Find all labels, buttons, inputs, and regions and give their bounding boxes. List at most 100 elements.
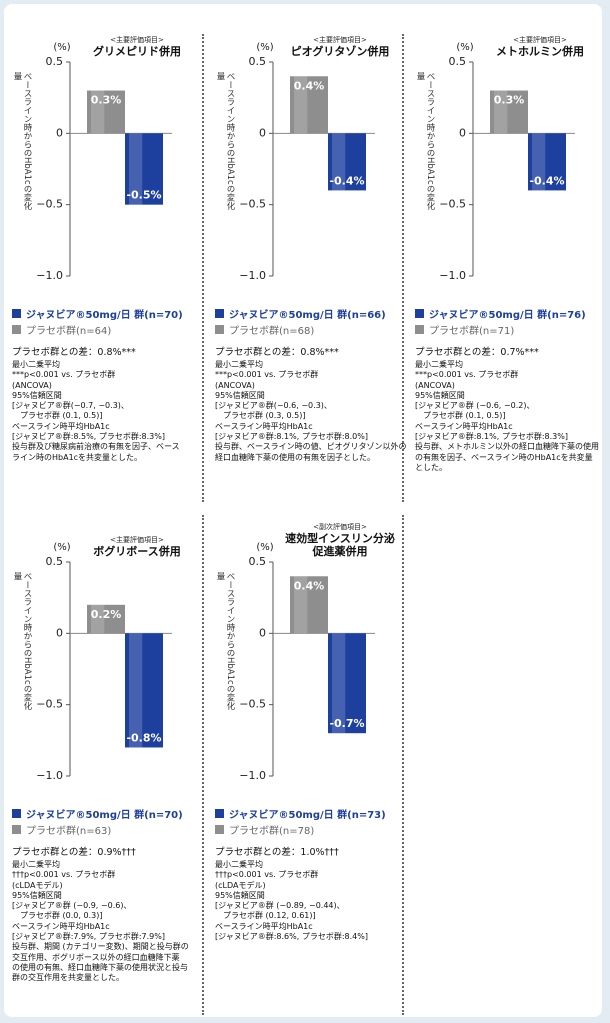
value-label: -0.4% bbox=[329, 174, 364, 187]
chart-cell: <主要評価項目> ボグリボース併用 (%) 0.5 0 −0.5 −1.0 -0.8% 0.2%… bbox=[0, 500, 200, 1000]
note-line: (ANCOVA) bbox=[12, 380, 52, 390]
legend-item: ジャヌビア®50mg/日 群(n=70) bbox=[12, 306, 183, 321]
note-line: 経口血糖降下薬の使用の有無を因子とした。 bbox=[215, 452, 375, 462]
note-line: 95%信頼区間 bbox=[12, 390, 62, 400]
value-label: 0.3% bbox=[494, 94, 525, 107]
chart-cell: <副次評価項目> 速効型インスリン分泌促進薬併用 (%) 0.5 0 −0.5 −1.0 -0… bbox=[203, 500, 403, 1000]
y-axis-label: ベースライン時からのHbA1cの変化量 bbox=[12, 572, 32, 711]
bar bbox=[87, 604, 125, 634]
y-unit: (%) bbox=[53, 42, 70, 53]
bar bbox=[328, 633, 366, 734]
difference: プラセボ群との差：0.8%*** bbox=[215, 347, 339, 358]
bar-shine bbox=[332, 133, 346, 191]
chart-subtitle: <主要評価項目> bbox=[110, 536, 164, 544]
note-line: 95%信頼区間 bbox=[12, 890, 62, 900]
chart-cell: <主要評価項目> ピオグリタゾン併用 (%) 0.5 0 −0.5 −1.0 -0.4% 0.4… bbox=[203, 0, 407, 500]
legend-label: プラセボ群(n=78) bbox=[229, 826, 315, 837]
note-line: 最小二乗平均 bbox=[215, 860, 263, 869]
note-line: [ジャヌビア®群:8.5%, プラセボ群:8.3%] bbox=[12, 432, 165, 442]
y-tick-label: −0.5 bbox=[439, 198, 466, 211]
legend-label: ジャヌビア®50mg/日 群(n=66) bbox=[229, 310, 386, 321]
note-line: プラセボ群 (0.12, 0.61)] bbox=[215, 911, 316, 921]
note-line: ***p<0.001 vs. プラセボ群 bbox=[215, 370, 319, 380]
note-line: ベースライン時平均HbA1c bbox=[215, 421, 313, 431]
legend-label: ジャヌビア®50mg/日 群(n=76) bbox=[429, 310, 586, 321]
chart-cell: <主要評価項目> グリメピリド併用 (%) 0.5 0 −0.5 −1.0 -0.5% 0.3%… bbox=[0, 0, 200, 500]
bar-shine bbox=[294, 76, 308, 134]
note-line: 95%信頼区間 bbox=[215, 890, 265, 900]
bar-shine bbox=[494, 90, 508, 134]
note-line: †††p<0.001 vs. プラセボ群 bbox=[215, 870, 319, 880]
difference: プラセボ群との差：0.7%*** bbox=[415, 347, 539, 358]
note-line: 95%信頼区間 bbox=[415, 390, 465, 400]
note-line: 投与群、メトホルミン以外の経口血糖降下薬の使用 bbox=[415, 442, 599, 452]
legend-swatch bbox=[12, 309, 21, 318]
note-line: 投与群、ベースライン時の値、ピオグリタゾン以外の bbox=[215, 442, 407, 452]
bar bbox=[125, 633, 163, 748]
value-label: -0.4% bbox=[529, 174, 564, 187]
bar-shine bbox=[91, 90, 105, 134]
legend-item: ジャヌビア®50mg/日 群(n=76) bbox=[415, 306, 586, 321]
legend-item: ジャヌビア®50mg/日 群(n=70) bbox=[12, 806, 183, 821]
note-line: [ジャヌビア®群:7.9%, プラセボ群:7.9%] bbox=[12, 932, 165, 942]
y-tick-label: −1.0 bbox=[239, 269, 266, 282]
y-axis-label: ベースライン時からのHbA1cの変化量 bbox=[12, 72, 32, 211]
legend-label: プラセボ群(n=68) bbox=[229, 326, 315, 337]
value-label: 0.2% bbox=[91, 608, 122, 621]
value-label: -0.5% bbox=[126, 189, 161, 202]
chart-title: メトホルミン併用 bbox=[496, 45, 584, 58]
value-label: 0.4% bbox=[294, 579, 325, 592]
chart-title: 速効型インスリン分泌促進薬併用 bbox=[285, 532, 395, 558]
separator bbox=[402, 34, 404, 502]
y-tick-label: −1.0 bbox=[239, 769, 266, 782]
bar bbox=[490, 90, 528, 134]
bar-shine bbox=[129, 133, 143, 205]
chart-header: <主要評価項目> ピオグリタゾン併用 bbox=[281, 18, 399, 58]
legend-item: ジャヌビア®50mg/日 群(n=66) bbox=[215, 306, 386, 321]
chart-header: <主要評価項目> ボグリボース併用 bbox=[78, 518, 196, 558]
notes: 最小二乗平均 †††p<0.001 vs. プラセボ群 (cLDAモデル) 95%信頼… bbox=[12, 860, 189, 984]
separator bbox=[402, 515, 404, 1015]
y-unit: (%) bbox=[256, 42, 273, 53]
note-line: の有無を因子、ベースライン時のHbA1cを共変量 bbox=[415, 452, 593, 462]
note-line: 最小二乗平均 bbox=[12, 860, 60, 869]
note-line: ライン時のHbA1cを共変量とした。 bbox=[12, 452, 143, 462]
note-line: 95%信頼区間 bbox=[215, 390, 265, 400]
note-line: ***p<0.001 vs. プラセボ群 bbox=[12, 370, 116, 380]
note-line: 投与群及び糖尿病前治療の有無を因子、ベース bbox=[12, 442, 180, 452]
legend-swatch bbox=[215, 825, 224, 834]
legend-item: プラセボ群(n=78) bbox=[215, 822, 314, 837]
legend-swatch bbox=[215, 809, 224, 818]
note-line: 最小二乗平均 bbox=[12, 360, 60, 369]
note-line: とした。 bbox=[415, 462, 447, 472]
legend-swatch bbox=[415, 309, 424, 318]
difference: プラセボ群との差：0.9%††† bbox=[12, 847, 136, 858]
separator bbox=[202, 515, 204, 1015]
bar bbox=[290, 76, 328, 134]
note-line: [ジャヌビア®群:8.6%, プラセボ群:8.4%] bbox=[215, 932, 368, 942]
y-tick-label: −1.0 bbox=[439, 269, 466, 282]
difference: プラセボ群との差：1.0%††† bbox=[215, 847, 339, 858]
note-line: ***p<0.001 vs. プラセボ群 bbox=[415, 370, 519, 380]
y-tick-label: −0.5 bbox=[36, 698, 63, 711]
note-line: プラセボ群 (0.1, 0.5)] bbox=[12, 411, 103, 421]
notes: 最小二乗平均 ***p<0.001 vs. プラセボ群 (ANCOVA) 95%信頼区… bbox=[12, 360, 180, 463]
note-line: (ANCOVA) bbox=[215, 380, 255, 390]
note-line: プラセボ群 (0.1, 0.5)] bbox=[415, 411, 506, 421]
y-tick-label: 0.5 bbox=[46, 55, 64, 68]
note-line: [ジャヌビア®群 (−0.9, −0.6)、 bbox=[12, 901, 132, 911]
y-tick-label: −1.0 bbox=[36, 269, 63, 282]
note-line: [ジャヌビア®群(−0.6, −0.3)、 bbox=[215, 401, 332, 411]
note-line: †††p<0.001 vs. プラセボ群 bbox=[12, 870, 116, 880]
note-line: の使用の有無、経口血糖降下薬の使用状況と投与 bbox=[12, 962, 188, 972]
y-tick-label: −0.5 bbox=[36, 198, 63, 211]
legend-item: ジャヌビア®50mg/日 群(n=73) bbox=[215, 806, 386, 821]
chart-header: <主要評価項目> グリメピリド併用 bbox=[78, 18, 196, 58]
note-line: (cLDAモデル) bbox=[215, 880, 266, 890]
bar bbox=[528, 133, 566, 191]
legend-label: プラセボ群(n=64) bbox=[26, 326, 112, 337]
y-tick-label: 0.5 bbox=[46, 555, 64, 568]
note-line: (cLDAモデル) bbox=[12, 880, 63, 890]
legend-label: プラセボ群(n=63) bbox=[26, 826, 112, 837]
bar bbox=[328, 133, 366, 191]
